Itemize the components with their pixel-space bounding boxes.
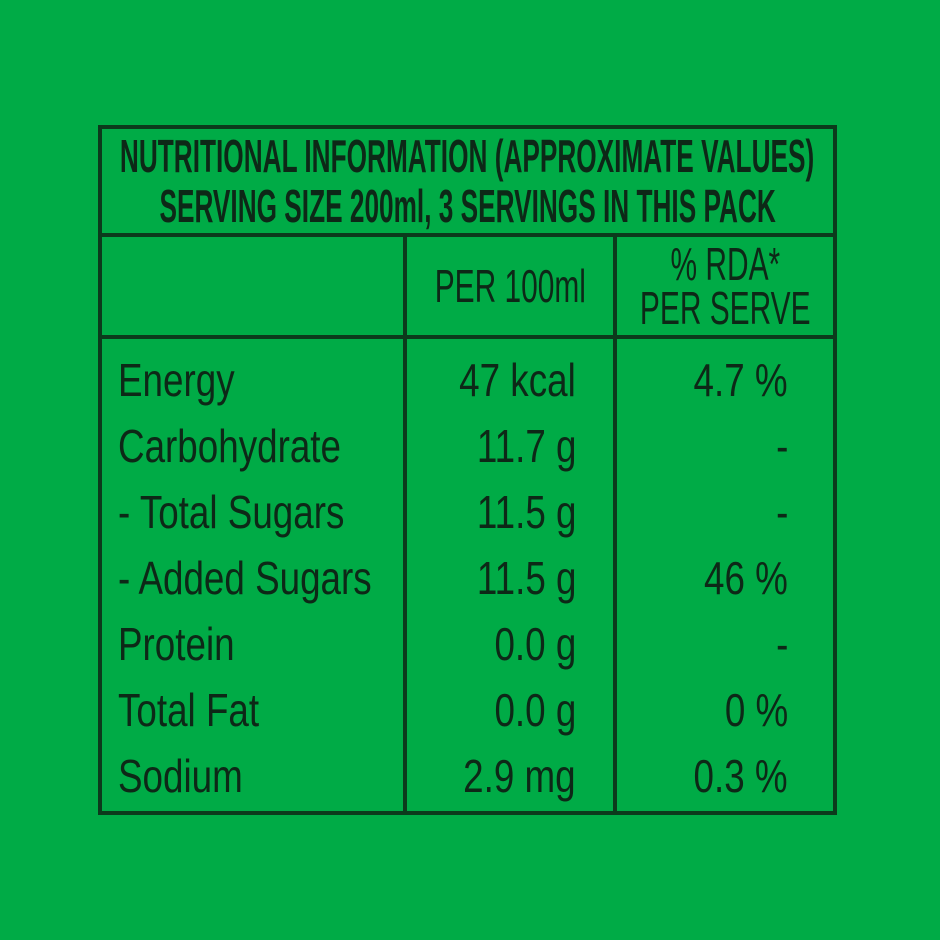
rda-value: 0.3 % bbox=[693, 750, 788, 802]
column-divider-2 bbox=[613, 233, 617, 811]
per-100ml-value: 2.9 mg bbox=[463, 750, 576, 802]
nutrient-name: Carbohydrate bbox=[118, 420, 341, 472]
nutrient-rows: Energy 47 kcal 4.7 % Carbohydrate 11.7 g… bbox=[102, 339, 833, 811]
divider-under-headers bbox=[102, 335, 833, 339]
column-header-rda: % RDA* PER SERVE bbox=[617, 237, 833, 335]
rda-value: - bbox=[775, 420, 788, 472]
per-100ml-value: 0.0 g bbox=[494, 684, 576, 736]
per-100ml-value: 11.7 g bbox=[476, 420, 576, 472]
title-line-2: SERVING SIZE 200ml, 3 SERVINGS IN THIS P… bbox=[0, 181, 940, 231]
per-100ml-value: 11.5 g bbox=[476, 486, 576, 538]
column-header-per-100ml: PER 100ml bbox=[407, 237, 613, 335]
per-100ml-value: 47 kcal bbox=[459, 354, 576, 406]
title-text-1: NUTRITIONAL INFORMATION (APPROXIMATE VAL… bbox=[120, 130, 815, 182]
rda-label-line-2: PER SERVE bbox=[639, 282, 811, 334]
rda-value: - bbox=[775, 486, 788, 538]
per-100ml-value: 11.5 g bbox=[476, 552, 576, 604]
per-100ml-label: PER 100ml bbox=[434, 260, 586, 312]
rda-value: 46 % bbox=[704, 552, 788, 604]
rda-value: 0 % bbox=[724, 684, 788, 736]
nutrient-name: Protein bbox=[118, 618, 235, 670]
nutrient-name: - Added Sugars bbox=[118, 552, 372, 604]
title-text-2: SERVING SIZE 200ml, 3 SERVINGS IN THIS P… bbox=[159, 180, 776, 232]
rda-value: - bbox=[775, 618, 788, 670]
nutrient-name: Energy bbox=[118, 354, 235, 406]
table-title: NUTRITIONAL INFORMATION (APPROXIMATE VAL… bbox=[102, 129, 833, 233]
rda-label-line-1: % RDA* bbox=[670, 238, 780, 290]
rda-value: 4.7 % bbox=[693, 354, 788, 406]
per-100ml-value: 0.0 g bbox=[494, 618, 576, 670]
nutrient-name: Sodium bbox=[118, 750, 243, 802]
nutrition-table: NUTRITIONAL INFORMATION (APPROXIMATE VAL… bbox=[98, 125, 837, 815]
nutrient-name: - Total Sugars bbox=[118, 486, 345, 538]
nutrient-name: Total Fat bbox=[118, 684, 260, 736]
divider-under-title bbox=[102, 233, 833, 237]
column-divider-1 bbox=[403, 233, 407, 811]
title-line-1: NUTRITIONAL INFORMATION (APPROXIMATE VAL… bbox=[0, 131, 940, 181]
